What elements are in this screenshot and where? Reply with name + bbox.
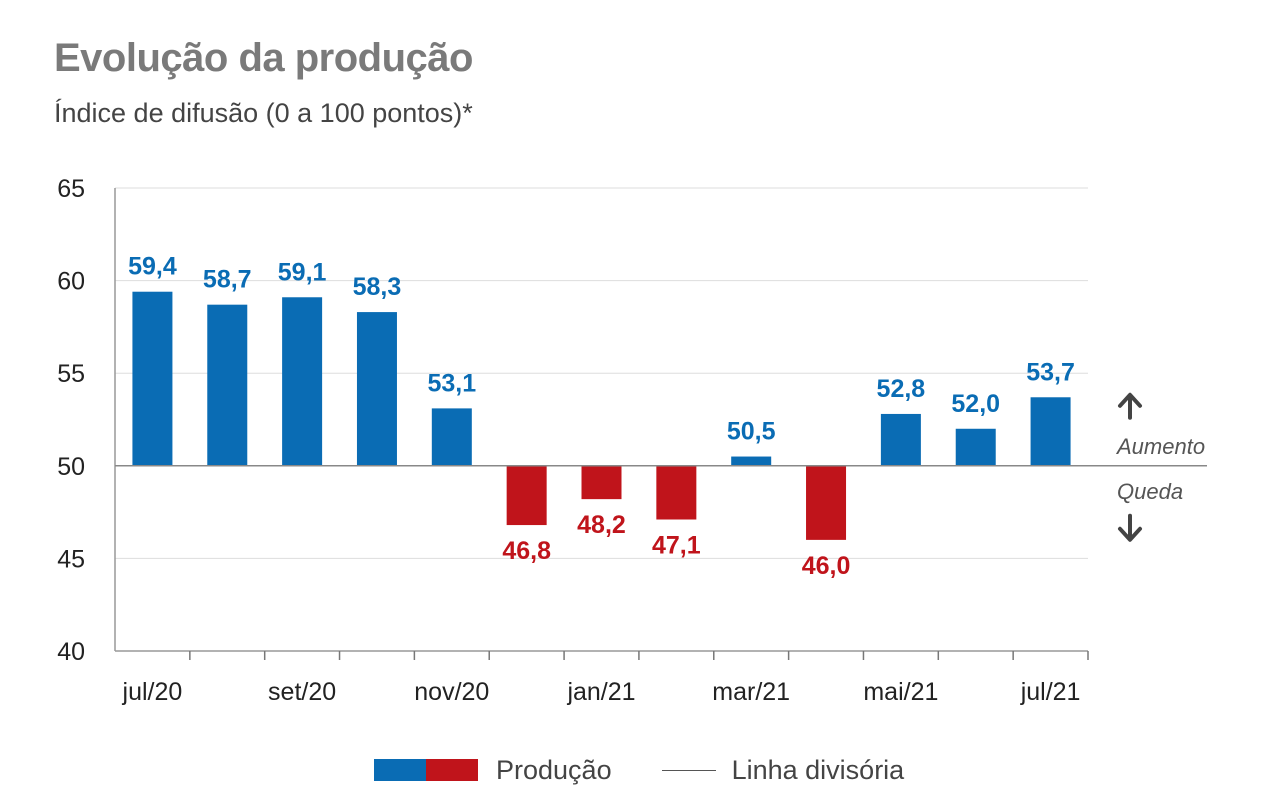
legend-swatch-increase xyxy=(374,759,426,781)
data-label: 53,1 xyxy=(427,369,476,397)
bar xyxy=(581,465,622,500)
legend-swatch-decrease xyxy=(426,759,478,781)
bar xyxy=(806,465,847,540)
arrow-up-icon xyxy=(1118,392,1142,420)
bar xyxy=(656,465,697,520)
legend: Produção Linha divisória xyxy=(374,752,904,788)
data-label: 59,4 xyxy=(128,253,177,281)
chart-subtitle: Índice de difusão (0 a 100 pontos)* xyxy=(54,98,473,128)
data-label: 58,7 xyxy=(203,266,252,294)
legend-series-label: Produção xyxy=(496,754,612,785)
bar xyxy=(955,428,996,466)
data-label: 53,7 xyxy=(1026,358,1075,386)
x-tick-label: jan/21 xyxy=(566,678,635,706)
data-label: 47,1 xyxy=(652,532,701,560)
legend-line-label: Linha divisória xyxy=(731,754,905,785)
decrease-label: Queda xyxy=(1117,479,1183,504)
arrow-down-icon xyxy=(1118,513,1142,542)
bar xyxy=(356,312,397,466)
increase-label: Aumento xyxy=(1115,434,1205,459)
y-tick-label: 40 xyxy=(57,638,85,666)
bar xyxy=(1030,397,1071,466)
y-tick-label: 45 xyxy=(57,545,85,573)
bar xyxy=(282,297,323,466)
x-tick-label: jul/20 xyxy=(122,678,183,706)
x-tick-label: set/20 xyxy=(268,678,336,706)
x-tick-label: mai/21 xyxy=(863,678,938,706)
y-tick-label: 55 xyxy=(57,360,85,388)
bar xyxy=(506,465,547,526)
y-tick-label: 60 xyxy=(57,268,85,296)
x-tick-label: jul/21 xyxy=(1020,678,1081,706)
data-label: 46,8 xyxy=(502,537,551,565)
data-label: 48,2 xyxy=(577,511,626,539)
x-tick-label: mar/21 xyxy=(712,678,790,706)
bar xyxy=(731,456,772,466)
legend-line-icon xyxy=(661,769,716,771)
bar xyxy=(207,304,248,466)
data-label: 50,5 xyxy=(727,418,776,446)
x-tick-label: nov/20 xyxy=(414,678,489,706)
data-label: 46,0 xyxy=(802,552,851,580)
bar xyxy=(431,408,472,466)
data-label: 59,1 xyxy=(278,258,327,286)
y-tick-label: 65 xyxy=(57,175,85,203)
bar xyxy=(880,413,921,466)
y-tick-label: 50 xyxy=(57,453,85,481)
chart-title: Evolução da produção xyxy=(54,36,473,80)
data-label: 58,3 xyxy=(353,273,402,301)
data-label: 52,8 xyxy=(877,375,926,403)
bar-chart: 40 45 50 55 60 65 jul/20 set/20 nov/20 jan/21 mar/… xyxy=(57,175,1207,706)
bar xyxy=(132,291,173,466)
data-label: 52,0 xyxy=(951,390,1000,418)
